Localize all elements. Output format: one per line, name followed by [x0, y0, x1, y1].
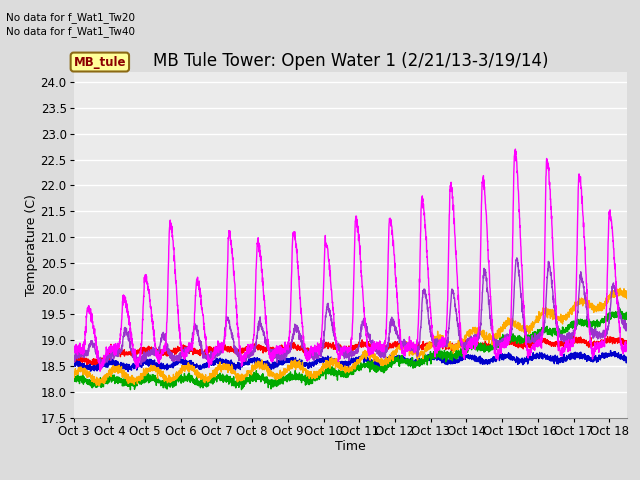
Text: MB_tule: MB_tule — [74, 56, 126, 69]
Y-axis label: Temperature (C): Temperature (C) — [25, 194, 38, 296]
Text: No data for f_Wat1_Tw40: No data for f_Wat1_Tw40 — [6, 26, 136, 37]
X-axis label: Time: Time — [335, 440, 366, 453]
Title: MB Tule Tower: Open Water 1 (2/21/13-3/19/14): MB Tule Tower: Open Water 1 (2/21/13-3/1… — [153, 52, 548, 71]
Text: No data for f_Wat1_Tw20: No data for f_Wat1_Tw20 — [6, 12, 136, 23]
